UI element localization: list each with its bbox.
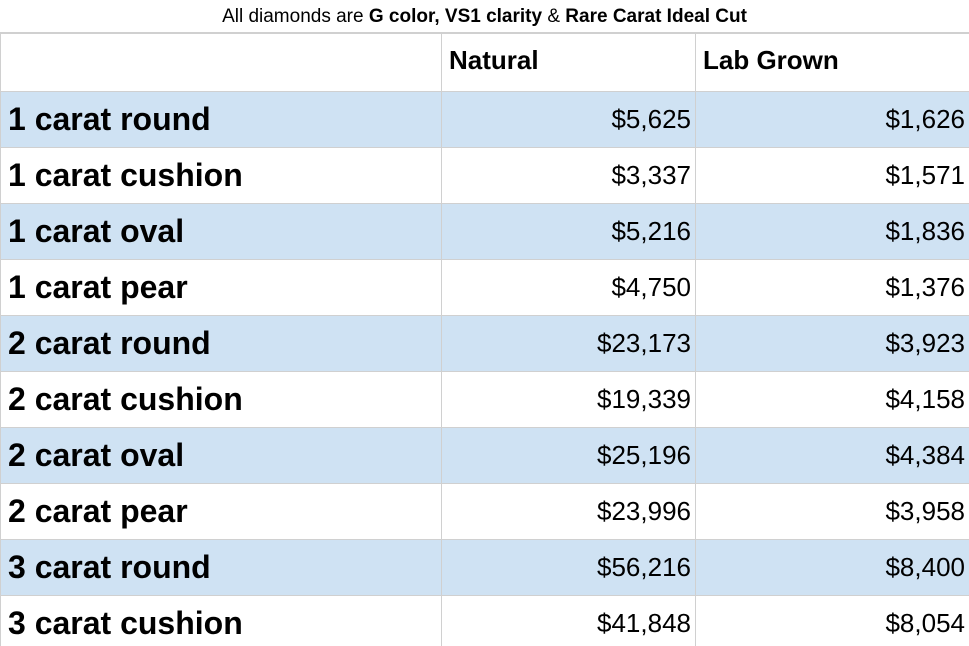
table-row: 1 carat round $5,625 $1,626 — [0, 91, 969, 148]
row-label-cell[interactable]: 2 carat cushion — [0, 371, 442, 428]
caption-prefix: All diamonds are — [222, 6, 369, 27]
caption-sep2: & — [542, 6, 566, 27]
natural-price-cell[interactable]: $5,625 — [441, 91, 696, 148]
table-row: 2 carat oval $25,196 $4,384 — [0, 427, 969, 484]
row-label-cell[interactable]: 2 carat oval — [0, 427, 442, 484]
natural-price-cell[interactable]: $5,216 — [441, 203, 696, 260]
natural-price-cell[interactable]: $23,996 — [441, 483, 696, 540]
lab-price-cell[interactable]: $8,054 — [695, 595, 969, 646]
table-row: 2 carat pear $23,996 $3,958 — [0, 483, 969, 540]
lab-price-cell[interactable]: $1,571 — [695, 147, 969, 204]
row-label-cell[interactable]: 2 carat round — [0, 315, 442, 372]
row-label-cell[interactable]: 3 carat cushion — [0, 595, 442, 646]
lab-price-cell[interactable]: $1,836 — [695, 203, 969, 260]
caption-clarity: VS1 clarity — [444, 6, 543, 27]
header-cell-natural[interactable]: Natural — [441, 33, 696, 92]
caption-cut: Rare Carat Ideal Cut — [565, 6, 747, 27]
table-row: 3 carat cushion $41,848 $8,054 — [0, 595, 969, 646]
lab-price-cell[interactable]: $3,923 — [695, 315, 969, 372]
header-row: Natural Lab Grown — [0, 33, 969, 92]
natural-price-cell[interactable]: $56,216 — [441, 539, 696, 596]
row-label-cell[interactable]: 2 carat pear — [0, 483, 442, 540]
table-row: 1 carat pear $4,750 $1,376 — [0, 259, 969, 316]
sheet-caption: All diamonds are G color, VS1 clarity & … — [0, 0, 969, 33]
table-row: 3 carat round $56,216 $8,400 — [0, 539, 969, 596]
caption-sep1: , — [434, 6, 445, 27]
natural-price-cell[interactable]: $19,339 — [441, 371, 696, 428]
table-row: 1 carat cushion $3,337 $1,571 — [0, 147, 969, 204]
natural-price-cell[interactable]: $3,337 — [441, 147, 696, 204]
row-label-cell[interactable]: 3 carat round — [0, 539, 442, 596]
natural-price-cell[interactable]: $41,848 — [441, 595, 696, 646]
row-label-cell[interactable]: 1 carat round — [0, 91, 442, 148]
row-label-cell[interactable]: 1 carat oval — [0, 203, 442, 260]
row-label-cell[interactable]: 1 carat pear — [0, 259, 442, 316]
natural-price-cell[interactable]: $23,173 — [441, 315, 696, 372]
natural-price-cell[interactable]: $25,196 — [441, 427, 696, 484]
table-row: 2 carat round $23,173 $3,923 — [0, 315, 969, 372]
natural-price-cell[interactable]: $4,750 — [441, 259, 696, 316]
lab-price-cell[interactable]: $4,158 — [695, 371, 969, 428]
table-row: 2 carat cushion $19,339 $4,158 — [0, 371, 969, 428]
lab-price-cell[interactable]: $1,626 — [695, 91, 969, 148]
row-label-cell[interactable]: 1 carat cushion — [0, 147, 442, 204]
lab-price-cell[interactable]: $8,400 — [695, 539, 969, 596]
lab-price-cell[interactable]: $1,376 — [695, 259, 969, 316]
lab-price-cell[interactable]: $3,958 — [695, 483, 969, 540]
header-cell-lab-grown[interactable]: Lab Grown — [695, 33, 969, 92]
lab-price-cell[interactable]: $4,384 — [695, 427, 969, 484]
header-cell-empty[interactable] — [0, 33, 442, 92]
price-table: Natural Lab Grown 1 carat round $5,625 $… — [0, 33, 969, 646]
caption-color: G color — [368, 6, 435, 27]
table-row: 1 carat oval $5,216 $1,836 — [0, 203, 969, 260]
